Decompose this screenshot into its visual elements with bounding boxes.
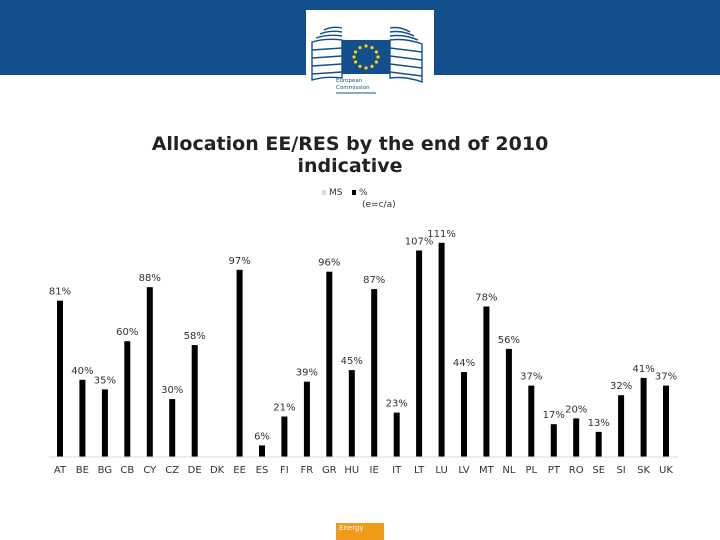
bar-lt — [416, 250, 423, 457]
bar-cy — [146, 287, 153, 457]
data-label-cy: 88% — [139, 273, 161, 284]
data-label-nl: 56% — [498, 335, 520, 346]
legend-label-pct: % — [359, 188, 368, 198]
bar-ie — [371, 289, 378, 457]
bar-gr — [326, 271, 333, 457]
data-label-cb: 60% — [116, 327, 138, 338]
data-label-ro: 20% — [565, 404, 587, 415]
x-tick-lu: LU — [435, 465, 447, 476]
x-tick-it: IT — [392, 465, 402, 476]
x-tick-de: DE — [188, 465, 202, 476]
data-label-bg: 35% — [94, 375, 116, 386]
x-tick-at: AT — [54, 465, 67, 476]
x-tick-bg: BG — [98, 465, 112, 476]
bar-es — [259, 445, 265, 457]
x-tick-ro: RO — [569, 465, 584, 476]
x-tick-cb: CB — [120, 465, 134, 476]
data-label-se: 13% — [588, 418, 610, 429]
bar-it — [393, 412, 400, 457]
bar-si — [618, 395, 625, 457]
bar-at — [57, 300, 63, 457]
legend-swatch-ms — [322, 190, 326, 195]
data-label-sk: 41% — [632, 364, 654, 375]
x-tick-gr: GR — [322, 465, 337, 476]
x-tick-dk: DK — [210, 465, 225, 476]
x-tick-fr: FR — [301, 465, 314, 476]
legend-label-pct-sub: (e=c/a) — [362, 200, 396, 210]
bar-uk — [663, 385, 669, 457]
x-tick-hu: HU — [344, 465, 359, 476]
x-tick-pt: PT — [548, 465, 561, 476]
data-label-hu: 45% — [341, 356, 363, 367]
x-tick-cy: CY — [143, 465, 157, 476]
data-label-pl: 37% — [520, 372, 542, 383]
data-label-lv: 44% — [453, 358, 475, 369]
bar-be — [79, 379, 86, 457]
data-label-es: 6% — [254, 431, 270, 442]
chart-title-line1: Allocation EE/RES by the end of 2010 — [151, 133, 549, 155]
bar-fr — [303, 381, 310, 457]
bar-lu — [438, 242, 445, 457]
data-label-it: 23% — [386, 399, 408, 410]
data-label-de: 58% — [184, 331, 206, 342]
x-tick-ie: IE — [370, 465, 379, 476]
data-label-pt: 17% — [543, 410, 565, 421]
bar-mt — [483, 306, 490, 457]
bar-de — [191, 345, 198, 457]
bar-bg — [101, 389, 108, 457]
footer-energy-tag: Energy — [336, 523, 384, 540]
chart-title-line2: indicative — [297, 155, 403, 177]
bar-lv — [461, 372, 467, 457]
x-tick-cz: CZ — [165, 465, 179, 476]
data-label-lu: 111% — [427, 229, 456, 240]
data-label-lt: 107% — [405, 237, 434, 248]
data-label-fr: 39% — [296, 368, 318, 379]
legend-item-pct: % — [352, 188, 368, 198]
x-tick-nl: NL — [502, 465, 515, 476]
bar-sk — [640, 377, 647, 457]
footer-label: Energy — [339, 524, 364, 532]
x-tick-pl: PL — [525, 465, 537, 476]
data-label-ee: 97% — [228, 256, 250, 267]
chart-title: Allocation EE/RES by the end of 2010 ind… — [120, 133, 580, 177]
bar-pt — [550, 424, 557, 457]
logo-text-commission: Commission — [336, 85, 370, 91]
data-label-uk: 37% — [655, 372, 677, 383]
bar-ee — [236, 269, 243, 457]
x-tick-mt: MT — [479, 465, 495, 476]
bar-pl — [528, 385, 535, 457]
legend-label-ms: MS — [329, 188, 343, 198]
bar-hu — [348, 370, 355, 457]
data-label-ie: 87% — [363, 275, 385, 286]
x-tick-lt: LT — [414, 465, 425, 476]
x-tick-sk: SK — [637, 465, 650, 476]
x-tick-fi: FI — [280, 465, 289, 476]
legend-item-ms: MS — [322, 188, 342, 198]
data-label-mt: 78% — [475, 293, 497, 304]
european-commission-logo: European Commission — [306, 10, 434, 100]
bar-se — [595, 431, 602, 457]
x-tick-si: SI — [616, 465, 625, 476]
bar-ro — [573, 418, 580, 457]
x-tick-ee: EE — [233, 465, 246, 476]
x-tick-lv: LV — [458, 465, 469, 476]
data-label-fi: 21% — [273, 403, 295, 414]
legend-swatch-pct — [352, 190, 356, 195]
bar-nl — [505, 348, 512, 457]
bar-fi — [281, 416, 288, 457]
x-tick-se: SE — [592, 465, 605, 476]
data-label-at: 81% — [49, 287, 71, 298]
bar-cz — [169, 399, 176, 457]
x-tick-es: ES — [256, 465, 269, 476]
x-tick-uk: UK — [659, 465, 673, 476]
data-label-be: 40% — [71, 366, 93, 377]
bar-cb — [124, 341, 131, 457]
logo-text-european: European — [336, 78, 363, 84]
data-label-cz: 30% — [161, 385, 183, 396]
x-tick-be: BE — [76, 465, 89, 476]
data-label-gr: 96% — [318, 258, 340, 269]
data-label-si: 32% — [610, 381, 632, 392]
